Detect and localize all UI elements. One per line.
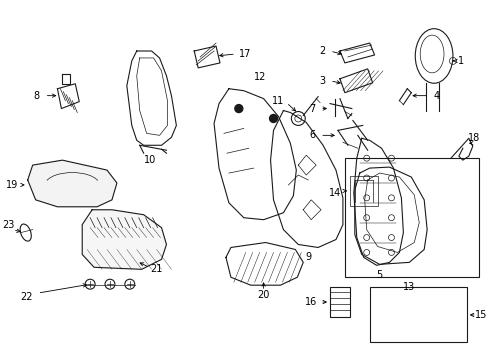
Text: 1: 1	[458, 56, 464, 66]
Text: 17: 17	[239, 49, 251, 59]
Text: 10: 10	[144, 155, 156, 165]
Text: 2: 2	[319, 46, 325, 56]
Text: 8: 8	[33, 91, 40, 101]
Bar	[350, 176, 378, 206]
Polygon shape	[82, 210, 167, 269]
Text: 7: 7	[309, 104, 315, 113]
Text: 14: 14	[329, 188, 341, 198]
Circle shape	[270, 114, 277, 122]
Text: 20: 20	[257, 290, 270, 300]
Text: 6: 6	[309, 130, 315, 140]
Text: 16: 16	[305, 297, 318, 307]
Text: 21: 21	[150, 264, 163, 274]
Text: 23: 23	[2, 220, 15, 230]
Text: 9: 9	[305, 252, 311, 262]
Text: 19: 19	[6, 180, 18, 190]
Text: 12: 12	[254, 72, 267, 82]
Bar	[369, 287, 467, 342]
Polygon shape	[28, 160, 117, 207]
Text: 22: 22	[21, 292, 33, 302]
Bar	[345, 158, 479, 277]
Text: 13: 13	[403, 282, 416, 292]
Text: 18: 18	[467, 133, 480, 143]
Text: 4: 4	[434, 91, 440, 101]
Text: 15: 15	[474, 310, 487, 320]
Text: 3: 3	[319, 76, 325, 86]
Circle shape	[235, 105, 243, 113]
Text: 5: 5	[376, 270, 383, 280]
Bar	[330, 287, 350, 317]
Text: 11: 11	[272, 96, 285, 105]
